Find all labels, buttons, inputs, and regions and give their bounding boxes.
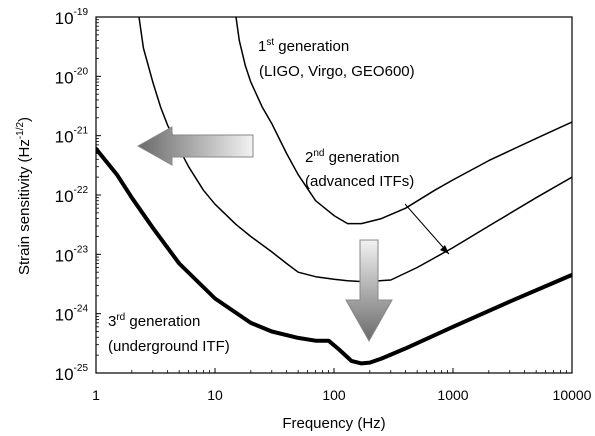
x-tick-label: 10000 — [553, 387, 592, 403]
series-line-3 — [96, 146, 572, 366]
x-ticks: 1 10 100 1000 10000 — [92, 368, 592, 403]
gen2-label: 2nd generation — [305, 148, 400, 166]
y-tick-label: 10-25 — [55, 363, 89, 384]
gen2-sublabel: (advanced ITFs) — [305, 173, 414, 190]
y-tick-label: 10-24 — [55, 304, 89, 325]
down-arrow-icon — [345, 239, 393, 343]
x-axis-title: Frequency (Hz) — [282, 415, 385, 432]
left-arrow-icon — [136, 126, 254, 166]
x-tick-label: 1 — [92, 387, 100, 403]
series-line-2 — [235, 17, 572, 225]
x-tick-label: 10 — [207, 387, 223, 403]
gen1-label: 1st generation — [258, 37, 349, 55]
annotation-pointer-head — [440, 245, 449, 254]
y-tick-label: 10-22 — [55, 185, 89, 206]
y-ticks: 10-19 10-20 10-21 10-22 10-23 10-24 10-25 — [55, 7, 101, 384]
y-tick-label: 10-23 — [55, 244, 89, 265]
y-axis-title: Strain sensitivity (Hz-1/2) — [15, 117, 33, 275]
annotation-pointer — [404, 203, 450, 255]
y-tick-label: 10-19 — [55, 7, 89, 28]
x-tick-label: 100 — [322, 387, 346, 403]
gen3-label: 3rd generation — [108, 312, 200, 330]
gen1-sublabel: (LIGO, Virgo, GEO600) — [259, 63, 415, 80]
series-line-1 — [138, 17, 572, 283]
y-tick-label: 10-21 — [55, 126, 89, 147]
series-lines — [96, 17, 572, 366]
x-tick-label: 1000 — [437, 387, 468, 403]
gen3-sublabel: (underground ITF) — [108, 338, 230, 355]
y-tick-label: 10-20 — [55, 66, 89, 87]
